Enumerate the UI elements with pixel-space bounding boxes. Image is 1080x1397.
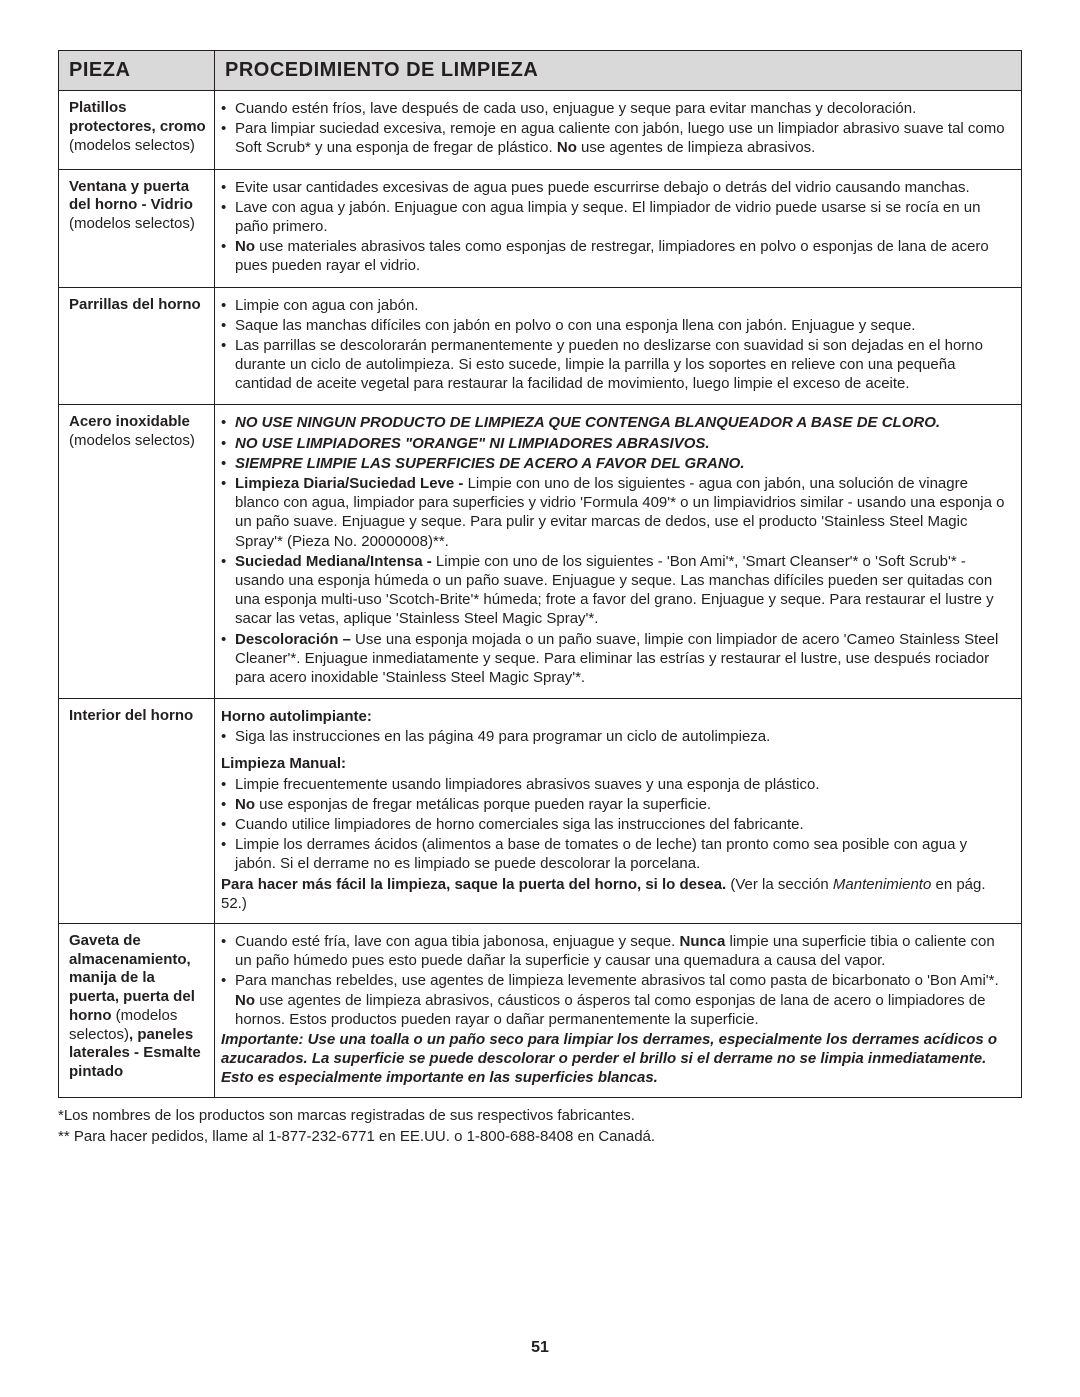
footnote-line: *Los nombres de los productos son marcas… <box>58 1106 1022 1126</box>
procedure-cell: Horno autolimpiante: Siga las instruccion… <box>215 699 1022 924</box>
bullet-item: SIEMPRE LIMPIE LAS SUPERFICIES DE ACERO … <box>221 454 1009 473</box>
bullet-item: NO USE LIMPIADORES "ORANGE" NI LIMPIADOR… <box>221 434 1009 453</box>
bullet-item: Limpie los derrames ácidos (alimentos a … <box>221 835 1009 873</box>
part-cell: Interior del horno <box>59 699 215 924</box>
procedure-subheading: Horno autolimpiante: <box>221 707 1009 726</box>
text-run: use materiales abrasivos tales como espo… <box>235 238 989 274</box>
text-run: Limpie los derrames ácidos (alimentos a … <box>235 836 967 872</box>
part-note: (modelos selectos) <box>69 215 195 232</box>
table-row: Ventana y puerta del horno - Vidrio(mode… <box>59 169 1022 287</box>
bullet-item: Limpie frecuentemente usando limpiadores… <box>221 775 1009 794</box>
bullet-list: Cuando estén fríos, lave después de cada… <box>221 99 1009 158</box>
text-run: No <box>235 238 255 255</box>
text-run: Descoloración – <box>235 631 355 648</box>
text-run: Suciedad Mediana/Intensa - <box>235 553 436 570</box>
text-run: No <box>557 139 577 156</box>
bullet-list: NO USE NINGUN PRODUCTO DE LIMPIEZA QUE C… <box>221 413 1009 687</box>
part-note: (modelos selectos) <box>69 432 195 449</box>
text-run: Limpie con agua con jabón. <box>235 297 418 314</box>
procedure-cell: Cuando esté fría, lave con agua tibia ja… <box>215 923 1022 1098</box>
bullet-item: Descoloración – Use una esponja mojada o… <box>221 630 1009 688</box>
bullet-item: Saque las manchas difíciles con jabón en… <box>221 316 1009 335</box>
procedure-subheading: Limpieza Manual: <box>221 754 1009 773</box>
bullet-item: Cuando estén fríos, lave después de cada… <box>221 99 1009 118</box>
text-run: use agentes de limpieza abrasivos. <box>577 139 815 156</box>
text-run: Cuando utilice limpiadores de horno come… <box>235 816 804 833</box>
part-title: Interior del horno <box>69 707 193 724</box>
text-run: Para hacer más fácil la limpieza, saque … <box>221 876 726 893</box>
cleaning-table: PIEZA PROCEDIMIENTO DE LIMPIEZA Platillo… <box>58 50 1022 1098</box>
part-cell: Platillos protectores, cromo (modelos sel… <box>59 91 215 170</box>
bullet-item: Cuando utilice limpiadores de horno come… <box>221 815 1009 834</box>
text-run: Evite usar cantidades excesivas de agua … <box>235 179 970 196</box>
text-run: use agentes de limpieza abrasivos, cáust… <box>235 992 985 1028</box>
part-note: (modelos selectos) <box>69 137 195 154</box>
part-cell: Parrillas del horno <box>59 287 215 405</box>
bullet-item: Evite usar cantidades excesivas de agua … <box>221 178 1009 197</box>
table-body: Platillos protectores, cromo (modelos sel… <box>59 91 1022 1098</box>
table-row: Platillos protectores, cromo (modelos sel… <box>59 91 1022 170</box>
text-run: (Ver la sección <box>726 876 833 893</box>
text-run: Saque las manchas difíciles con jabón en… <box>235 317 915 334</box>
text-run: use esponjas de fregar metálicas porque … <box>255 796 711 813</box>
part-cell: Acero inoxidable (modelos selectos) <box>59 405 215 699</box>
text-run: SIEMPRE LIMPIE LAS SUPERFICIES DE ACERO … <box>235 455 745 472</box>
bullet-item: Limpieza Diaria/Suciedad Leve - Limpie c… <box>221 474 1009 551</box>
bullet-list: Evite usar cantidades excesivas de agua … <box>221 178 1009 276</box>
text-run: Lave con agua y jabón. Enjuague con agua… <box>235 199 980 235</box>
bullet-item: No use materiales abrasivos tales como e… <box>221 237 1009 275</box>
bullet-item: Cuando esté fría, lave con agua tibia ja… <box>221 932 1009 970</box>
bullet-list: Cuando esté fría, lave con agua tibia ja… <box>221 932 1009 1029</box>
text-run: Las parrillas se descolorarán permanente… <box>235 337 983 392</box>
bullet-item: Siga las instrucciones en las página 49 … <box>221 727 1009 746</box>
text-run: Para manchas rebeldes, use agentes de li… <box>235 972 999 989</box>
bullet-list: Limpie frecuentemente usando limpiadores… <box>221 775 1009 874</box>
bullet-item: Las parrillas se descolorarán permanente… <box>221 336 1009 394</box>
text-run: Importante: Use una toalla o un paño sec… <box>221 1031 997 1086</box>
part-title: Platillos protectores, cromo <box>69 99 206 135</box>
bullet-item: Para limpiar suciedad excesiva, remoje e… <box>221 119 1009 157</box>
table-row: Acero inoxidable (modelos selectos) NO USE… <box>59 405 1022 699</box>
procedure-paragraph: Para hacer más fácil la limpieza, saque … <box>221 875 1009 913</box>
part-title: Acero inoxidable <box>69 413 190 430</box>
procedure-cell: Cuando estén fríos, lave después de cada… <box>215 91 1022 170</box>
text-run: Nunca <box>680 933 726 950</box>
header-procedure: PROCEDIMIENTO DE LIMPIEZA <box>215 51 1022 91</box>
bullet-list: Limpie con agua con jabón. Saque las manc… <box>221 296 1009 394</box>
procedure-cell: Evite usar cantidades excesivas de agua … <box>215 169 1022 287</box>
bullet-item: Para manchas rebeldes, use agentes de li… <box>221 971 1009 1029</box>
bullet-item: Lave con agua y jabón. Enjuague con agua… <box>221 198 1009 236</box>
text-run: Siga las instrucciones en las página 49 … <box>235 728 770 745</box>
part-cell: Gaveta de almacenamiento, manija de la p… <box>59 923 215 1098</box>
bullet-item: No use esponjas de fregar metálicas porq… <box>221 795 1009 814</box>
bullet-item: NO USE NINGUN PRODUCTO DE LIMPIEZA QUE C… <box>221 413 1009 432</box>
table-header-row: PIEZA PROCEDIMIENTO DE LIMPIEZA <box>59 51 1022 91</box>
table-row: Gaveta de almacenamiento, manija de la p… <box>59 923 1022 1098</box>
text-run: Mantenimiento <box>833 876 931 893</box>
page-number: 51 <box>0 1339 1080 1357</box>
table-row: Interior del horno Horno autolimpiante: Si… <box>59 699 1022 924</box>
text-run: No <box>235 992 255 1009</box>
footnotes: *Los nombres de los productos son marcas… <box>58 1106 1022 1147</box>
bullet-item: Suciedad Mediana/Intensa - Limpie con un… <box>221 552 1009 629</box>
procedure-cell: Limpie con agua con jabón. Saque las manc… <box>215 287 1022 405</box>
bullet-list: Siga las instrucciones en las página 49 … <box>221 727 1009 746</box>
table-row: Parrillas del horno Limpie con agua con j… <box>59 287 1022 405</box>
page: PIEZA PROCEDIMIENTO DE LIMPIEZA Platillo… <box>0 0 1080 1397</box>
text-run: Cuando estén fríos, lave después de cada… <box>235 100 916 117</box>
part-cell: Ventana y puerta del horno - Vidrio(mode… <box>59 169 215 287</box>
text-run: Cuando esté fría, lave con agua tibia ja… <box>235 933 680 950</box>
procedure-cell: NO USE NINGUN PRODUCTO DE LIMPIEZA QUE C… <box>215 405 1022 699</box>
text-run: No <box>235 796 255 813</box>
procedure-paragraph: Importante: Use una toalla o un paño sec… <box>221 1030 1009 1088</box>
header-part: PIEZA <box>59 51 215 91</box>
text-run: NO USE LIMPIADORES "ORANGE" NI LIMPIADOR… <box>235 435 710 452</box>
text-run: Limpie frecuentemente usando limpiadores… <box>235 776 820 793</box>
text-run: Limpieza Diaria/Suciedad Leve - <box>235 475 468 492</box>
part-title: Ventana y puerta del horno - Vidrio <box>69 178 193 214</box>
bullet-item: Limpie con agua con jabón. <box>221 296 1009 315</box>
footnote-line: ** Para hacer pedidos, llame al 1-877-23… <box>58 1127 1022 1147</box>
part-title: Parrillas del horno <box>69 296 201 313</box>
text-run: NO USE NINGUN PRODUCTO DE LIMPIEZA QUE C… <box>235 414 940 431</box>
